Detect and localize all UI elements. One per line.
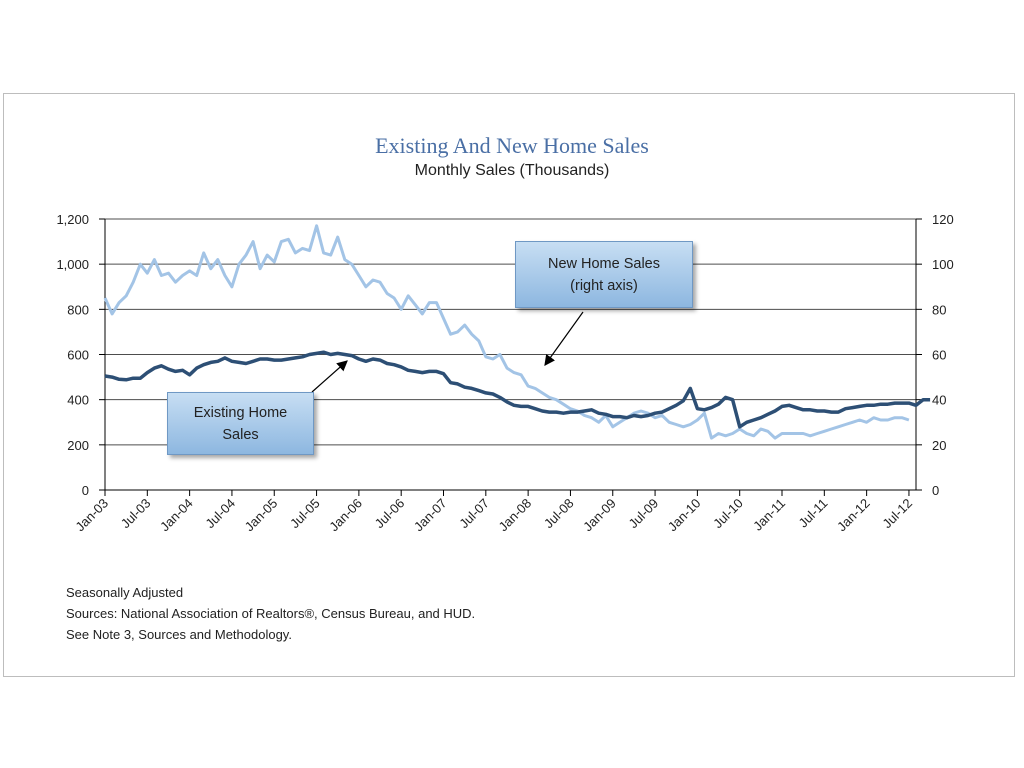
x-tick-label: Jan-10 xyxy=(665,496,704,535)
chart-notes: Seasonally Adjusted Sources: National As… xyxy=(66,582,475,645)
left-tick-label: 1,200 xyxy=(56,212,89,227)
left-tick-label: 200 xyxy=(67,438,89,453)
new-home-callout-arrow xyxy=(544,311,584,366)
note-line: Seasonally Adjusted xyxy=(66,585,184,600)
x-tick-label: Jul-06 xyxy=(372,496,408,532)
right-tick-label: 100 xyxy=(932,257,954,272)
chart-subtitle: Monthly Sales (Thousands) xyxy=(414,162,610,179)
series-line-existing-home-sales xyxy=(104,350,931,429)
callout-line: New Home Sales xyxy=(547,255,660,272)
callout-line: Sales xyxy=(222,426,259,443)
right-tick-label: 0 xyxy=(932,483,939,498)
x-tick-label: Jan-09 xyxy=(580,496,619,535)
note-line: See Note 3, Sources and Methodology. xyxy=(66,627,292,642)
existing-home-sales-callout: Existing Home Sales xyxy=(167,392,314,455)
x-tick-label: Jan-11 xyxy=(750,496,788,534)
x-tick-label: Jan-03 xyxy=(72,496,111,535)
right-tick-label: 40 xyxy=(932,393,946,408)
left-tick-label: 400 xyxy=(67,393,89,408)
x-tick-label: Jan-08 xyxy=(496,496,535,535)
x-tick-label: Jan-12 xyxy=(834,496,873,535)
left-tick-label: 0 xyxy=(82,483,89,498)
x-tick-label: Jul-05 xyxy=(287,496,323,532)
right-tick-label: 120 xyxy=(932,212,954,227)
x-tick-label: Jul-09 xyxy=(626,496,662,532)
chart-frame xyxy=(3,93,1015,677)
chart-title: Existing And New Home Sales xyxy=(375,133,649,158)
right-tick-label: 80 xyxy=(932,302,946,317)
x-tick-label: Jul-08 xyxy=(541,496,577,532)
x-tick-label: Jan-07 xyxy=(411,496,450,535)
x-tick-label: Jan-05 xyxy=(242,496,281,535)
x-tick-label: Jul-04 xyxy=(202,496,238,532)
new-home-sales-callout: New Home Sales (right axis) xyxy=(515,241,693,308)
x-tick-label: Jul-07 xyxy=(456,496,492,532)
x-tick-label: Jan-06 xyxy=(326,496,365,535)
callout-line: (right axis) xyxy=(570,277,638,294)
x-tick-label: Jan-04 xyxy=(157,496,196,535)
left-tick-label: 1,000 xyxy=(56,257,89,272)
x-tick-label: Jul-10 xyxy=(710,496,746,532)
note-line: Sources: National Association of Realtor… xyxy=(66,606,476,621)
existing-home-callout-arrow xyxy=(311,360,348,393)
right-tick-label: 60 xyxy=(932,348,946,363)
x-tick-label: Jul-03 xyxy=(118,496,154,532)
left-tick-label: 600 xyxy=(67,348,89,363)
left-tick-label: 800 xyxy=(67,302,89,317)
callout-line: Existing Home xyxy=(193,404,288,421)
series-line-new-home-sales xyxy=(103,224,910,440)
x-tick-label: Jul-11 xyxy=(795,496,830,531)
right-tick-label: 20 xyxy=(932,438,946,453)
x-tick-label: Jul-12 xyxy=(879,496,915,532)
